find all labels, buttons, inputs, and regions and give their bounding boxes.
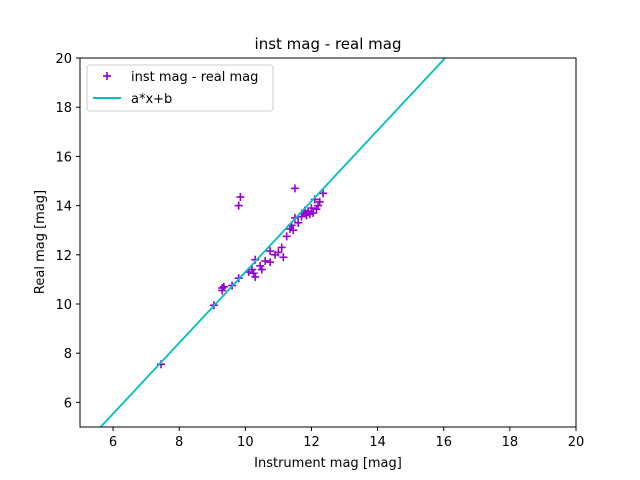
plot-content [99, 58, 447, 427]
data-point [257, 265, 266, 274]
y-tick-label: 16 [55, 150, 72, 165]
data-point [274, 248, 283, 257]
data-point [297, 212, 306, 221]
plot-frame [79, 57, 577, 428]
data-point [312, 205, 321, 214]
y-tick-label: 18 [55, 101, 72, 116]
legend-box [86, 64, 274, 112]
x-tick-label: 10 [237, 435, 254, 450]
data-point [247, 265, 256, 274]
x-tick-label: 12 [303, 435, 320, 450]
data-point [315, 197, 324, 206]
legend-label-line: a*x+b [131, 92, 172, 107]
y-tick-label: 14 [55, 200, 72, 215]
data-point [218, 284, 227, 293]
y-tick-label: 6 [64, 396, 72, 411]
data-point [279, 253, 288, 262]
chart-title: inst mag - real mag [255, 35, 402, 53]
data-point [277, 243, 286, 252]
x-axis-ticks: 6 8 10 12 14 16 18 20 [109, 427, 584, 450]
data-point [289, 226, 298, 235]
data-point [261, 256, 270, 265]
y-axis-ticks: 6 8 10 12 14 16 18 20 [55, 52, 80, 411]
legend-label-scatter: inst mag - real mag [131, 70, 258, 85]
data-point [294, 218, 303, 227]
data-point [236, 192, 245, 201]
data-point [290, 184, 299, 193]
x-tick-label: 20 [568, 435, 585, 450]
x-axis-label: Instrument mag [mag] [254, 456, 402, 471]
y-tick-label: 20 [55, 52, 72, 67]
data-point [314, 201, 323, 210]
data-point [266, 247, 275, 256]
data-point [219, 282, 228, 291]
x-tick-label: 6 [109, 435, 117, 450]
data-point [256, 261, 265, 270]
legend-plus-glyph [103, 72, 111, 80]
data-point [249, 269, 258, 278]
data-point [234, 201, 243, 210]
y-tick-label: 10 [55, 298, 72, 313]
y-tick-label: 12 [55, 249, 72, 264]
x-tick-label: 16 [435, 435, 452, 450]
x-tick-label: 14 [369, 435, 386, 450]
data-point [319, 189, 328, 198]
legend: inst mag - real mag a*x+b [86, 64, 274, 112]
data-point [266, 258, 275, 267]
y-tick-label: 8 [64, 347, 72, 362]
data-point [251, 272, 260, 281]
legend-marker-plus [103, 72, 111, 80]
x-tick-label: 8 [175, 435, 183, 450]
data-point [307, 204, 316, 213]
fit-line [99, 58, 447, 427]
x-tick-label: 18 [502, 435, 519, 450]
data-point [282, 232, 291, 241]
y-axis-label: Real mag [mag] [33, 190, 48, 294]
